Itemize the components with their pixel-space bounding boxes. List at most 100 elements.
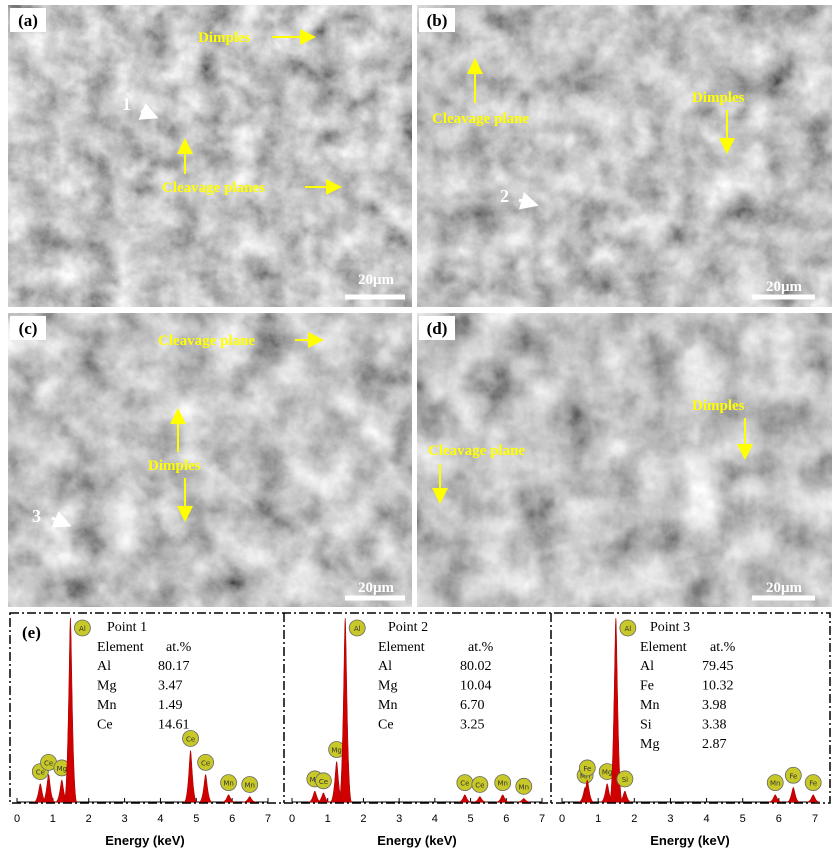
element-badge bbox=[616, 770, 634, 788]
element-badge-label: Al bbox=[79, 625, 86, 633]
x-tick-label: 7 bbox=[265, 813, 271, 825]
x-tick-label: 3 bbox=[396, 813, 402, 825]
spectrum-peak bbox=[183, 750, 198, 803]
x-tick-label: 6 bbox=[776, 813, 782, 825]
element-badge bbox=[471, 776, 489, 793]
element-badge bbox=[241, 776, 259, 793]
table-header: at.% bbox=[166, 640, 192, 655]
spectrum-peak bbox=[338, 617, 352, 803]
table-cell: Mn bbox=[378, 698, 397, 713]
x-tick-label: 4 bbox=[704, 813, 710, 825]
panel-label: (d) bbox=[427, 319, 448, 338]
x-tick-label: 3 bbox=[122, 813, 128, 825]
panel-label: (c) bbox=[19, 319, 38, 338]
spectrum-peak bbox=[458, 794, 472, 803]
spectrum-peak bbox=[517, 798, 531, 803]
annotation: Cleavage plane bbox=[158, 333, 255, 349]
element-badge bbox=[619, 619, 637, 637]
x-tick-label: 0 bbox=[559, 813, 565, 825]
x-tick-label: 0 bbox=[289, 813, 295, 825]
x-tick-label: 7 bbox=[812, 813, 818, 825]
sem-panel: (b) Cleavage plane Dimples 2 20μm bbox=[417, 5, 832, 307]
table-cell: 80.02 bbox=[460, 659, 492, 674]
x-tick-label: 1 bbox=[325, 813, 331, 825]
table-header: at.% bbox=[468, 640, 494, 655]
x-tick-label: 2 bbox=[360, 813, 366, 825]
point-title: Point 3 bbox=[650, 620, 690, 635]
element-badge-label: Mn bbox=[770, 780, 780, 788]
x-tick-label: 4 bbox=[157, 813, 163, 825]
spectrum-peak bbox=[786, 787, 800, 803]
element-badge-label: Ce bbox=[44, 759, 53, 767]
spectrum-peak bbox=[243, 796, 257, 803]
spectrum-peak bbox=[316, 792, 330, 803]
table-cell: Mn bbox=[640, 698, 659, 713]
x-tick-label: 4 bbox=[432, 813, 438, 825]
sem-panel: (a) Dimples Cleavage planes 1 20μm bbox=[8, 5, 412, 307]
point-marker: 1 bbox=[122, 94, 131, 114]
table-cell: Mn bbox=[97, 698, 116, 713]
table-cell: 79.45 bbox=[702, 659, 734, 674]
table-cell: 10.04 bbox=[460, 679, 492, 694]
table-cell: Mg bbox=[378, 679, 397, 694]
x-tick-label: 2 bbox=[86, 813, 92, 825]
x-axis-title: Energy (keV) bbox=[377, 833, 456, 848]
x-tick-label: 0 bbox=[14, 813, 20, 825]
scale-bar-label: 20μm bbox=[358, 272, 395, 288]
element-badge-label: Fe bbox=[583, 765, 591, 773]
eds-panel: (e) Energy (keV) Energy (keV) Energy (ke… bbox=[9, 612, 831, 848]
table-cell: Mg bbox=[640, 737, 659, 752]
x-tick-label: 5 bbox=[740, 813, 746, 825]
table-cell: Al bbox=[378, 659, 392, 674]
table-cell: 80.17 bbox=[158, 659, 190, 674]
table-cell: Ce bbox=[97, 718, 113, 733]
element-badge bbox=[315, 772, 332, 790]
sem-panel: (d) Cleavage plane Dimples 20μm bbox=[417, 313, 832, 607]
scale-bar-label: 20μm bbox=[766, 279, 803, 295]
annotation: Dimples bbox=[198, 30, 251, 46]
table-cell: 14.61 bbox=[158, 718, 190, 733]
spectrum-peak bbox=[806, 794, 820, 803]
element-badge-label: Fe bbox=[789, 772, 797, 780]
scale-bar-label: 20μm bbox=[358, 580, 395, 596]
x-tick-label: 2 bbox=[631, 813, 637, 825]
element-badge-label: Mg bbox=[602, 769, 612, 777]
spectrum-peak bbox=[473, 796, 487, 803]
table-cell: Fe bbox=[640, 679, 654, 694]
annotation: Cleavage plane bbox=[428, 443, 525, 459]
element-badge-label: Si bbox=[622, 776, 628, 784]
element-badge-label: Mg bbox=[57, 765, 67, 773]
point-marker: 3 bbox=[32, 506, 41, 526]
table-cell: 2.87 bbox=[702, 737, 727, 752]
spectrum-peak bbox=[618, 790, 632, 803]
element-badge-label: Ce bbox=[319, 778, 328, 786]
point-title: Point 1 bbox=[107, 620, 147, 635]
element-badge-label: Mn bbox=[244, 781, 254, 789]
element-badge-label: Mg bbox=[331, 747, 341, 755]
element-badge-label: Ce bbox=[186, 735, 195, 743]
point-title: Point 2 bbox=[388, 620, 428, 635]
element-badge-label: Al bbox=[624, 625, 631, 633]
spectrum-peak bbox=[496, 794, 510, 803]
table-cell: 10.32 bbox=[702, 679, 734, 694]
element-badge bbox=[515, 777, 533, 795]
table-header: Element bbox=[640, 640, 687, 655]
x-tick-label: 6 bbox=[503, 813, 509, 825]
x-tick-label: 7 bbox=[539, 813, 545, 825]
annotation: Cleavage planes bbox=[162, 180, 265, 196]
element-badge-label: Ce bbox=[475, 781, 484, 789]
element-badge-label: Al bbox=[354, 625, 361, 633]
table-header: Element bbox=[97, 640, 144, 655]
spectrum-peak bbox=[63, 617, 78, 803]
table-cell: 3.47 bbox=[158, 679, 183, 694]
table-cell: 6.70 bbox=[460, 698, 485, 713]
annotation: Dimples bbox=[692, 90, 745, 106]
element-badge-label: Mn bbox=[223, 780, 233, 788]
x-tick-label: 6 bbox=[229, 813, 235, 825]
spectrum-peak bbox=[768, 794, 782, 803]
element-badge bbox=[494, 774, 512, 792]
table-cell: Si bbox=[640, 718, 652, 733]
element-badge-label: Mn bbox=[580, 772, 590, 780]
spectrum-peak bbox=[222, 794, 236, 803]
element-badge-label: Ce bbox=[201, 759, 210, 767]
